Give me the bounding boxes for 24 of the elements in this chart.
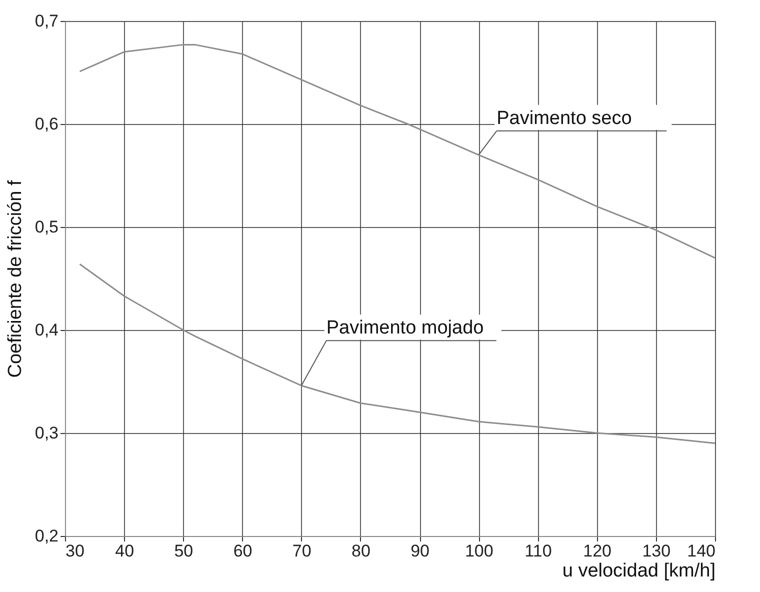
y-tick-label: 0,5 [34,218,58,236]
series-label: Pavimento seco [496,108,632,129]
x-tick-label: 120 [583,542,612,560]
x-tick-label: 110 [524,542,552,560]
x-axis-title: u velocidad [km/h] [562,560,716,582]
x-tick-label: 130 [642,542,671,560]
line-series [79,44,716,259]
x-tick-label: 30 [66,542,84,560]
x-tick-label: 70 [292,542,312,560]
x-tick-label: 60 [233,542,252,560]
y-tick-label: 0,6 [34,114,58,134]
x-tick-label: 40 [115,542,134,560]
text: Pavimento mojado [326,318,484,339]
x-tick-label: 50 [174,542,194,560]
y-tick-label: 0,3 [34,424,58,442]
x-tick-label: 90 [410,542,430,560]
x-tick-label: 80 [351,542,370,560]
y-tick-label: 0,7 [34,12,58,30]
y-tick-label: 0,2 [34,526,58,546]
line-series [79,263,716,444]
x-tick-label: 140 [687,542,716,560]
y-tick-label: 0,4 [34,320,58,340]
y-axis-title: Coeficiente de fricción f [4,180,26,378]
x-tick-label: 100 [464,542,494,560]
